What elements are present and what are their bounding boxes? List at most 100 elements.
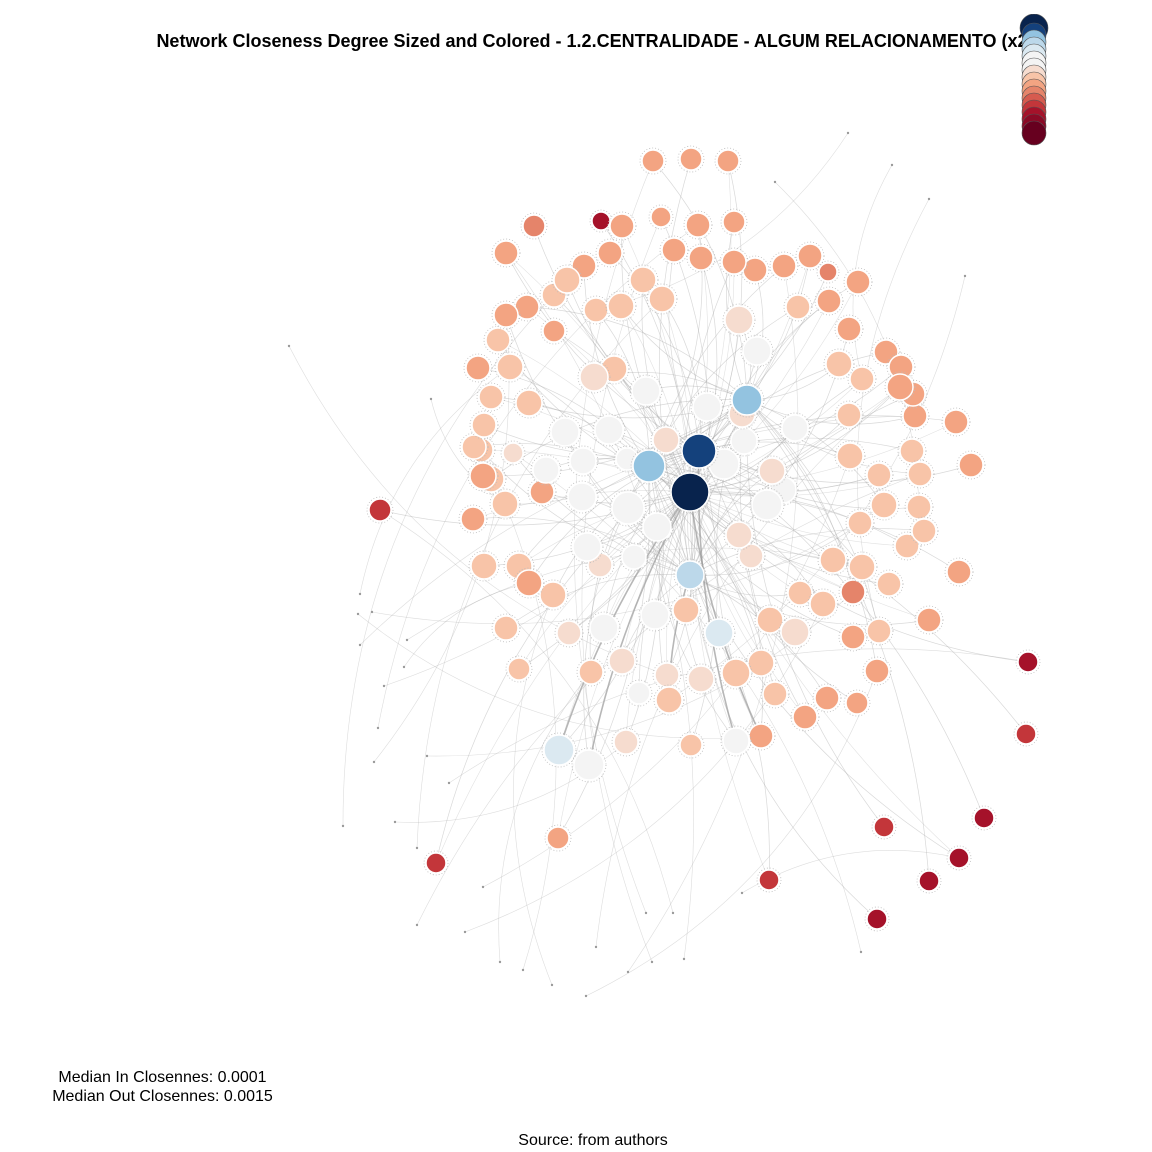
network-node [572,532,602,562]
network-node [825,350,853,378]
edge [689,491,737,742]
node-label-ring [677,731,705,759]
node-label-ring [677,145,705,173]
edge [668,249,700,452]
node-label-ring [569,251,599,281]
edge [620,305,748,401]
node-label-ring [611,727,641,757]
edge [518,399,748,670]
source-caption: Source: from authors [518,1132,668,1149]
node-label-ring [745,647,777,679]
edge [359,366,511,595]
edge [526,306,748,401]
node-label-ring [571,747,607,783]
network-node [461,434,487,460]
edge [518,450,700,567]
edge [648,271,829,467]
node-label-ring [673,558,707,592]
network-node [675,560,705,590]
edge [512,452,691,576]
network-node [642,512,672,542]
edge [648,465,762,664]
network-node [751,489,783,521]
peripheral-node [358,643,362,647]
node-label-ring [790,702,820,732]
node-label-ring [946,845,972,871]
edge [600,220,694,576]
network-node [465,355,491,381]
node-label-ring [843,689,871,717]
peripheral-node [644,911,648,915]
node-label-ring [834,314,864,344]
peripheral-node [356,612,360,616]
node-label-ring [683,210,713,240]
node-label-ring [619,542,649,572]
peripheral-node [682,957,686,961]
network-node [567,482,597,512]
chart-title: Network Closeness Degree Sized and Color… [156,31,1034,51]
node-label-ring [587,611,621,645]
edge [497,339,691,493]
node-label-ring [458,504,488,534]
network-node [583,297,609,323]
edge [689,491,762,664]
node-label-ring [834,440,866,472]
node-label-ring [900,401,930,431]
peripheral-node [429,397,433,401]
network-node [849,366,875,392]
median-in-closeness: Median In Closennes: 0.0001 [58,1069,267,1086]
node-label-ring [892,531,922,561]
network-node [611,491,645,525]
edge [661,298,692,493]
edge [480,449,557,971]
node-label-ring [653,684,685,716]
network-node [816,288,842,314]
edge [498,671,592,963]
legend-swatch [1021,120,1047,146]
network-node [556,620,582,646]
network-node [731,384,763,416]
edge [505,574,691,629]
node-label-ring [476,382,506,412]
node-label-ring [740,334,774,368]
network-node [866,462,892,488]
network-node [899,438,925,464]
peripheral-nodes [287,131,967,998]
network-node [493,240,519,266]
node-label-ring [513,387,545,419]
edge [689,319,740,493]
network-node [591,211,611,231]
network-node [787,580,813,606]
node-label-ring [627,264,659,296]
edge [852,164,893,380]
node-label-ring [513,567,545,599]
node-label-ring [585,550,615,580]
network-node [654,662,680,688]
network-node [907,461,933,487]
network-node [836,316,862,342]
node-label-ring [864,460,894,490]
network-node [546,826,570,850]
edge [689,491,960,859]
node-label-ring [463,353,493,383]
node-label-ring [845,508,875,538]
edge [585,670,878,997]
edge [513,594,554,986]
node-label-ring [941,407,971,437]
network-node [814,685,840,711]
network-node [973,807,995,829]
network-node [692,392,722,422]
peripheral-node [927,197,931,201]
node-label-ring [629,374,663,408]
network-node [515,569,543,597]
network-node [911,518,937,544]
edge [689,470,773,576]
node-label-ring [690,390,724,424]
closeness-summary: Median In Closennes: 0.0001 Median Out C… [30,1068,295,1106]
peripheral-node [521,968,525,972]
network-node [532,456,560,484]
peripheral-node [594,945,598,949]
network-node [631,376,661,406]
node-label-ring [469,410,499,440]
edge [528,450,700,584]
